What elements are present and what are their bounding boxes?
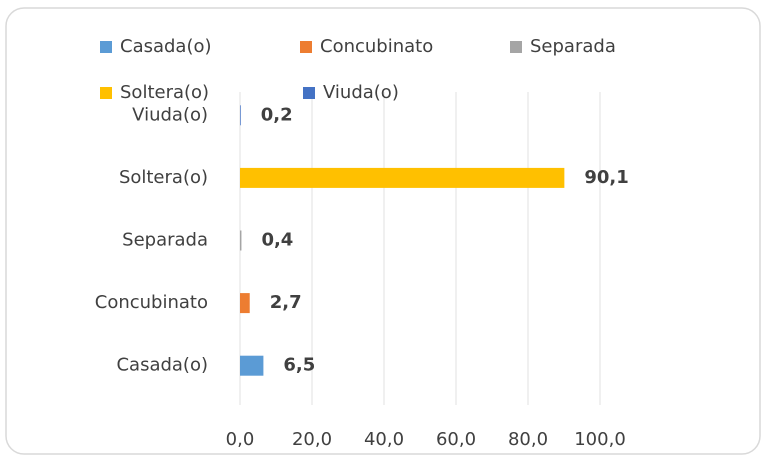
legend-swatch <box>510 41 522 53</box>
data-label: 90,1 <box>584 167 628 188</box>
y-tick-label: Concubinato <box>95 292 208 313</box>
chart-frame <box>5 7 761 455</box>
bar <box>240 167 565 188</box>
x-tick-label: 0,0 <box>226 429 255 450</box>
x-tick-label: 60,0 <box>436 429 476 450</box>
legend-swatch <box>100 41 112 53</box>
x-tick-label: 100,0 <box>574 429 626 450</box>
y-tick-label: Casada(o) <box>116 355 208 376</box>
legend-swatch <box>100 87 112 99</box>
x-tick-label: 80,0 <box>508 429 548 450</box>
bar <box>240 293 250 314</box>
legend-label: Separada <box>530 36 616 57</box>
bar <box>240 105 241 126</box>
legend-swatch <box>303 87 315 99</box>
data-label: 0,4 <box>261 230 293 251</box>
x-tick-label: 20,0 <box>292 429 332 450</box>
legend-label: Soltera(o) <box>120 82 209 103</box>
bar <box>240 230 242 251</box>
legend-label: Concubinato <box>320 36 433 57</box>
y-tick-label: Soltera(o) <box>119 167 208 188</box>
data-label: 6,5 <box>283 355 315 376</box>
legend-label: Casada(o) <box>120 36 212 57</box>
data-label: 0,2 <box>261 104 293 125</box>
y-tick-label: Viuda(o) <box>132 104 208 125</box>
data-label: 2,7 <box>270 292 302 313</box>
x-tick-label: 40,0 <box>364 429 404 450</box>
bar <box>240 355 264 376</box>
legend-swatch <box>300 41 312 53</box>
y-tick-label: Separada <box>122 230 208 251</box>
legend-label: Viuda(o) <box>323 82 399 103</box>
